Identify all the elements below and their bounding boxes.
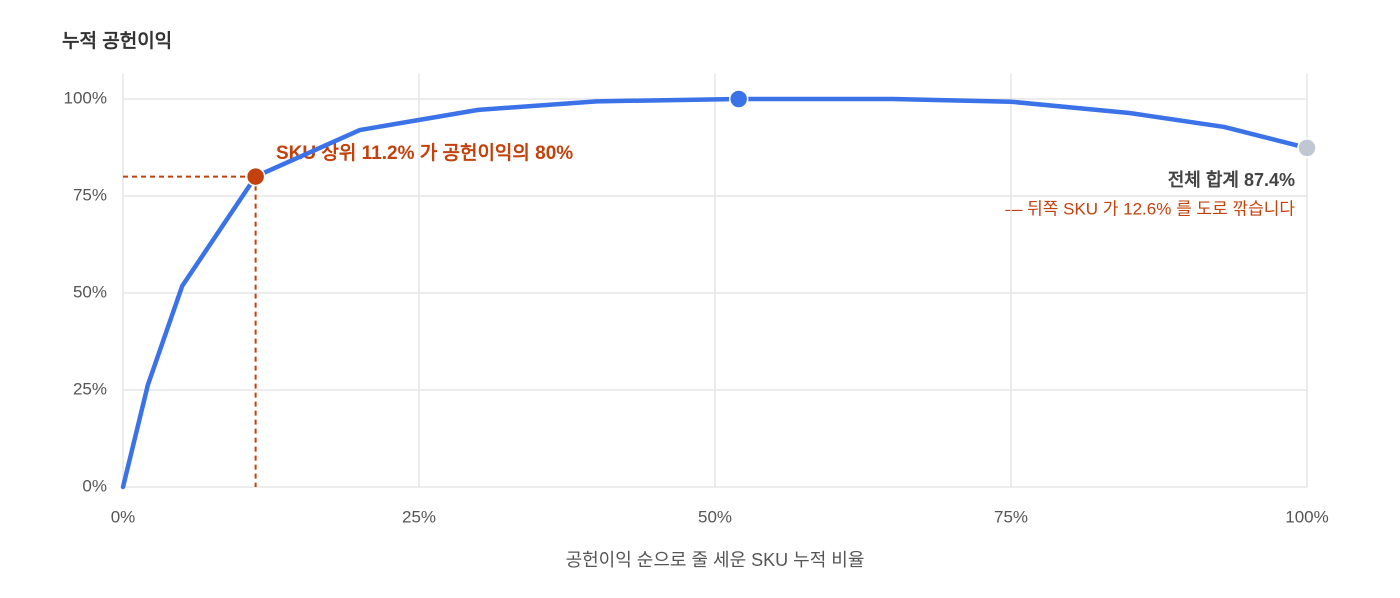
x-tick-label: 100% [1285,507,1328,526]
y-tick-label: 50% [73,282,107,301]
annotation: SKU 상위 11.2% 가 공헌이익의 80% [276,142,573,164]
x-tick-label: 75% [994,507,1028,526]
point [245,166,266,187]
line [120,96,1310,490]
annotation: — 뒤쪽 SKU 가 12.6% 를 도로 깎습니다 [1005,199,1295,218]
x-tick-label: 0% [111,507,136,526]
y-tick-label: 75% [73,185,107,204]
x-axis-label: 공헌이익 순으로 줄 세운 SKU 누적 비율 [566,550,865,570]
y-tick-label: 0% [82,476,107,495]
point [728,89,749,109]
x-tick-label: 50% [698,507,732,526]
x-tick-label: 25% [402,507,436,526]
y-tick-label: 100% [64,88,107,107]
chart-title: 누적 공헌이익 [62,30,172,52]
point [1297,138,1317,158]
y-tick-label: 25% [73,379,107,398]
annotation: 전체 합계 87.4% [1168,169,1295,190]
